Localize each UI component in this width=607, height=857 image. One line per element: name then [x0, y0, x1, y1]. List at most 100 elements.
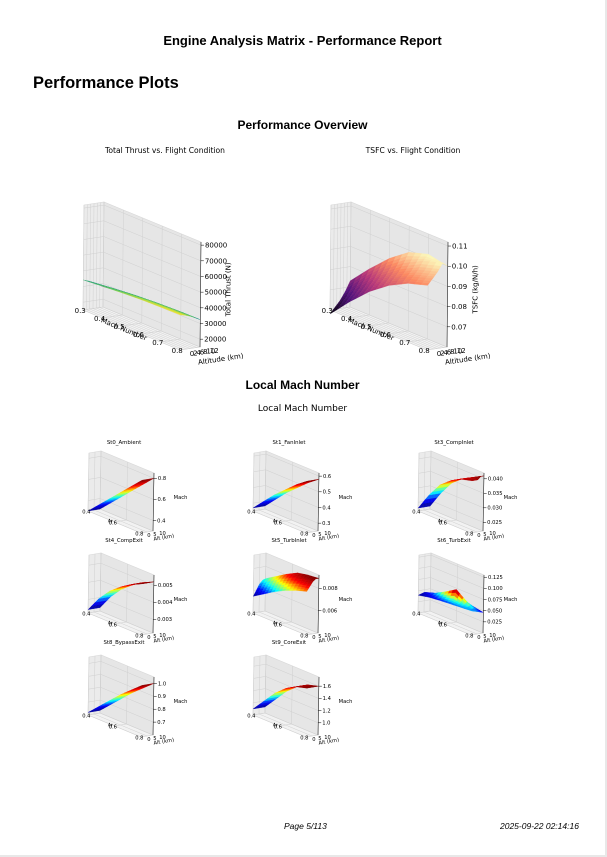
- gridline-y: [82, 204, 181, 351]
- y-tick-label: 5: [153, 532, 156, 538]
- chart-title: Total Thrust vs. Flight Condition: [104, 146, 225, 155]
- chart-title: St0_Ambient: [107, 440, 141, 446]
- gridline-z: [253, 485, 319, 508]
- y-tick-label: 5: [483, 634, 486, 640]
- x-tick-label: 0.6: [133, 331, 145, 339]
- z-axis-label: Total Thrust (N): [225, 262, 233, 317]
- x-tick-label: 0.8: [300, 735, 308, 741]
- z-tick-label: 80000: [205, 242, 227, 250]
- z-tick-label: 60000: [205, 273, 227, 281]
- z-tick-label: 40000: [204, 304, 226, 312]
- x-tick-label: 0.7: [152, 339, 163, 347]
- surface-st0-ambient: [87, 478, 154, 512]
- gridline-y: [252, 452, 307, 534]
- x-axis-label: M: [107, 722, 113, 729]
- z-tick-label: 30000: [204, 320, 226, 328]
- chart-st9-coreexit: 0.4 0.6 0.8 0 5 10 1.0 1.2 1.4 1.6 M Alt (km) Mach St…: [247, 640, 352, 747]
- x-tick-label: 0.8: [135, 531, 143, 537]
- gridline-z: [253, 453, 319, 477]
- surface-patch: [146, 683, 151, 686]
- surface-patch: [434, 262, 444, 267]
- gridline-y: [96, 202, 194, 349]
- x-tick-label: 0.5: [360, 323, 371, 331]
- x-tick-label: 0.6: [274, 520, 282, 526]
- x-tick-label: 0.6: [380, 331, 392, 339]
- section-title: Performance Plots: [33, 74, 179, 92]
- gridline-y: [86, 204, 184, 350]
- x-tick-label: 0.4: [412, 611, 421, 617]
- z-tick-label: 0.5: [323, 490, 331, 496]
- surface-st3-compinlet: [417, 475, 484, 509]
- y-axis-label: Alt (km): [318, 635, 339, 644]
- y-tick-label: 8: [450, 348, 454, 356]
- gridline-y: [99, 552, 154, 634]
- surface-patch: [475, 476, 482, 478]
- surface-st1-faninlet: [253, 479, 319, 509]
- x-axis-label: M: [272, 722, 278, 729]
- surface-patch: [305, 585, 311, 589]
- surface-st8-bypassexit: [87, 683, 154, 713]
- gridline-z: [83, 298, 201, 340]
- surface-patch: [305, 480, 310, 483]
- y-tick-label: 10: [159, 531, 166, 537]
- y-tick-label: 10: [206, 348, 215, 356]
- z-axis-label: Mach: [504, 495, 518, 501]
- y-tick-label: 10: [324, 531, 331, 537]
- z-tick-label: 0.3: [322, 521, 330, 527]
- y-tick-label: 5: [318, 736, 321, 742]
- surface-patch: [473, 479, 478, 481]
- z-axis-line: [482, 472, 485, 532]
- y-tick-label: 10: [324, 735, 331, 741]
- gridline-y: [329, 204, 428, 351]
- y-tick-label: 0: [477, 533, 480, 539]
- z-axis-label: Mach: [174, 699, 188, 705]
- z-axis-label: Mach: [339, 699, 353, 705]
- z-tick-label: 0.040: [488, 477, 503, 483]
- x-tick-label: 0.6: [274, 724, 282, 730]
- surface-patch: [308, 480, 313, 482]
- surface-patch: [308, 580, 314, 584]
- gridline-y: [349, 201, 448, 348]
- x-tick-label: 0.4: [247, 713, 256, 719]
- y-tick-label: 5: [318, 634, 321, 640]
- chart-st4-compexit: 0.4 0.6 0.8 0 5 10 0.003 0.004 0.005 M Alt (km) Mac…: [82, 538, 187, 645]
- z-axis-line: [152, 676, 155, 736]
- gridline-z: [83, 236, 201, 277]
- x-tick-label: 0.4: [82, 713, 91, 719]
- gridline-z: [330, 266, 448, 307]
- surface-patch: [143, 684, 148, 687]
- y-tick-label: 0: [147, 635, 150, 641]
- z-tick-label: 0.050: [487, 609, 502, 615]
- gridline-z: [418, 456, 484, 480]
- gridline-z: [253, 663, 319, 687]
- gridline-z: [83, 204, 202, 246]
- x-tick-label: 0.3: [75, 307, 86, 315]
- surface-patch: [311, 479, 316, 482]
- gridline-z: [418, 471, 484, 494]
- y-tick-label: 10: [489, 531, 496, 537]
- y-tick-label: 5: [153, 736, 156, 742]
- surface-patch: [140, 684, 145, 687]
- x-tick-label: 0.6: [439, 622, 447, 628]
- gridline-y: [87, 554, 142, 636]
- z-tick-label: 0.025: [487, 620, 502, 626]
- z-axis-line: [446, 241, 449, 348]
- z-tick-label: 0.004: [158, 600, 174, 606]
- z-tick-label: 0.8: [158, 476, 166, 482]
- y-tick-label: 8: [203, 348, 207, 356]
- page-number: Page 5/113: [284, 821, 327, 831]
- chart-title: St4_CompExit: [105, 538, 143, 544]
- chart-st0-ambient: 0.4 0.6 0.8 0 5 10 0.4 0.6 0.8 M Alt (km) Mach St0_A…: [82, 440, 187, 543]
- gridline-z: [418, 485, 484, 509]
- z-tick-label: 1.0: [322, 721, 330, 727]
- surface-patch: [308, 686, 313, 688]
- y-tick-label: 6: [200, 349, 205, 357]
- x-tick-label: 0.8: [465, 633, 473, 639]
- z-tick-label: 0.6: [323, 474, 331, 480]
- chart-st6-turbexit: 0.4 0.6 0.8 0 5 10 0.025 0.050 0.075 0.100 0.125 M A…: [412, 538, 517, 645]
- gridline-y: [89, 203, 187, 350]
- z-axis-line: [482, 574, 485, 634]
- z-axis-line: [152, 472, 155, 532]
- z-axis-label: Mach: [504, 597, 518, 603]
